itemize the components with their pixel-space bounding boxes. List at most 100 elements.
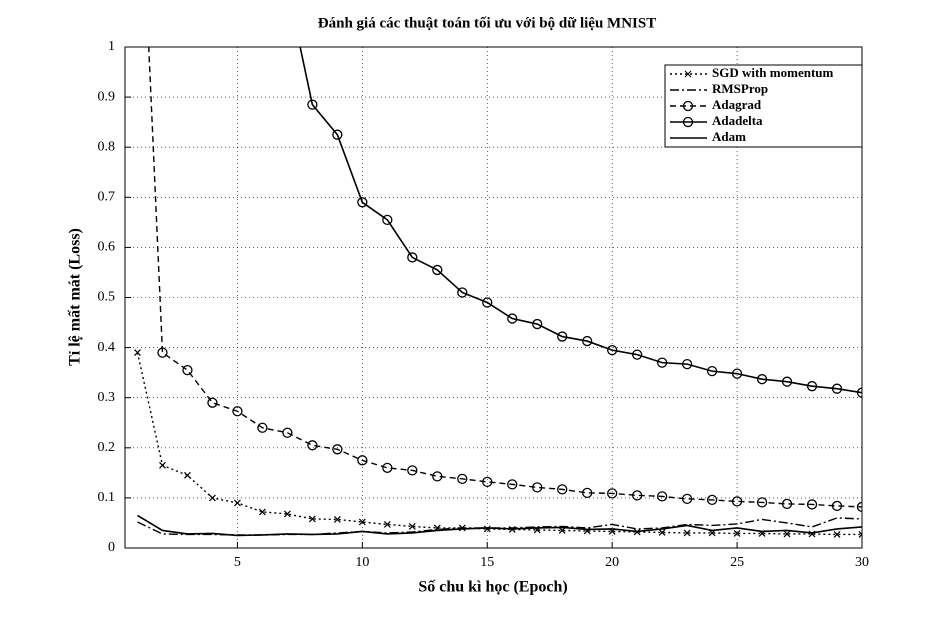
marker (457, 473, 468, 485)
marker (332, 129, 343, 140)
y-tick-label: 0.3 (98, 390, 116, 405)
marker (332, 444, 343, 455)
x-tick-label: 25 (730, 555, 744, 570)
marker (833, 531, 841, 538)
y-tick-label: 0.1 (98, 490, 116, 505)
marker (781, 498, 793, 510)
marker (134, 349, 141, 357)
marker (532, 482, 543, 493)
legend-label: Adadelta (712, 113, 763, 128)
marker (233, 499, 241, 507)
series-line (137, 514, 862, 537)
y-tick-label: 0.9 (98, 89, 116, 104)
marker (683, 529, 691, 537)
x-axis-label: Số chu kì học (Epoch) (418, 579, 567, 596)
marker (483, 525, 491, 533)
marker (582, 487, 593, 499)
y-tick-label: 0.4 (98, 340, 116, 355)
marker (632, 490, 643, 501)
marker (207, 397, 218, 408)
marker (806, 381, 818, 392)
plot-frame (124, 46, 863, 549)
marker (432, 264, 443, 276)
marker (831, 383, 843, 394)
chart-title: Đánh giá các thuật toán tối ưu với bộ dữ… (318, 15, 656, 31)
legend-marker (682, 116, 694, 128)
marker (632, 349, 643, 360)
marker (856, 387, 862, 398)
marker (607, 488, 618, 499)
marker (159, 461, 166, 469)
marker (582, 335, 593, 347)
marker (731, 368, 743, 379)
marker (658, 529, 666, 536)
x-tick-label: 15 (480, 555, 494, 570)
marker (283, 510, 291, 518)
marker (756, 497, 768, 508)
marker (806, 499, 818, 510)
marker (357, 455, 368, 466)
x-tick-label: 5 (234, 555, 241, 570)
marker (182, 364, 193, 376)
marker (783, 530, 791, 538)
x-tick-label: 30 (855, 555, 869, 570)
y-tick-label: 0.2 (98, 440, 116, 455)
marker (558, 527, 566, 534)
y-tick-label: 0.6 (98, 240, 116, 255)
marker (407, 252, 418, 263)
y-axis-label: Tỉ lệ mất mát (Loss) (67, 228, 84, 366)
y-tick-label: 0.8 (98, 139, 116, 154)
marker (858, 531, 862, 538)
marker (382, 214, 393, 225)
y-tick-label: 0.7 (98, 190, 116, 205)
marker (432, 471, 443, 482)
legend-label: SGD with momentum (712, 65, 834, 80)
marker (307, 440, 318, 451)
marker (507, 479, 518, 490)
legend-label: Adagrad (712, 97, 762, 112)
legend-marker (684, 70, 692, 78)
marker (681, 358, 693, 370)
marker (781, 376, 793, 387)
marker (532, 318, 543, 330)
marker (157, 347, 168, 358)
marker (656, 491, 668, 502)
marker (282, 427, 293, 438)
marker (557, 484, 568, 495)
marker (681, 493, 693, 505)
marker (607, 344, 618, 356)
marker (307, 99, 318, 110)
y-tick-label: 0.5 (98, 290, 116, 305)
x-tick-label: 20 (605, 555, 619, 570)
marker (209, 494, 216, 502)
marker (232, 406, 243, 417)
marker (408, 523, 416, 530)
marker (457, 287, 468, 298)
marker (731, 496, 743, 507)
legend-box (664, 64, 863, 148)
marker (358, 518, 366, 526)
y-tick-label: 0 (108, 540, 115, 555)
marker (507, 313, 518, 324)
legend-label: RMSProp (712, 81, 768, 96)
marker (656, 357, 668, 368)
marker (557, 331, 568, 342)
plot-series (134, 47, 862, 538)
marker (308, 515, 316, 523)
legend-marker (682, 100, 694, 112)
marker (831, 500, 843, 512)
y-tick-label: 1 (108, 39, 115, 54)
legend-label: Adam (712, 129, 746, 144)
marker (756, 374, 768, 385)
marker (407, 465, 418, 476)
marker (357, 197, 368, 208)
marker (482, 297, 493, 308)
marker (382, 462, 393, 473)
x-tick-label: 10 (355, 555, 369, 570)
marker (257, 422, 268, 433)
marker (856, 501, 862, 513)
marker (258, 508, 266, 516)
marker (383, 521, 391, 528)
marker (706, 365, 718, 377)
